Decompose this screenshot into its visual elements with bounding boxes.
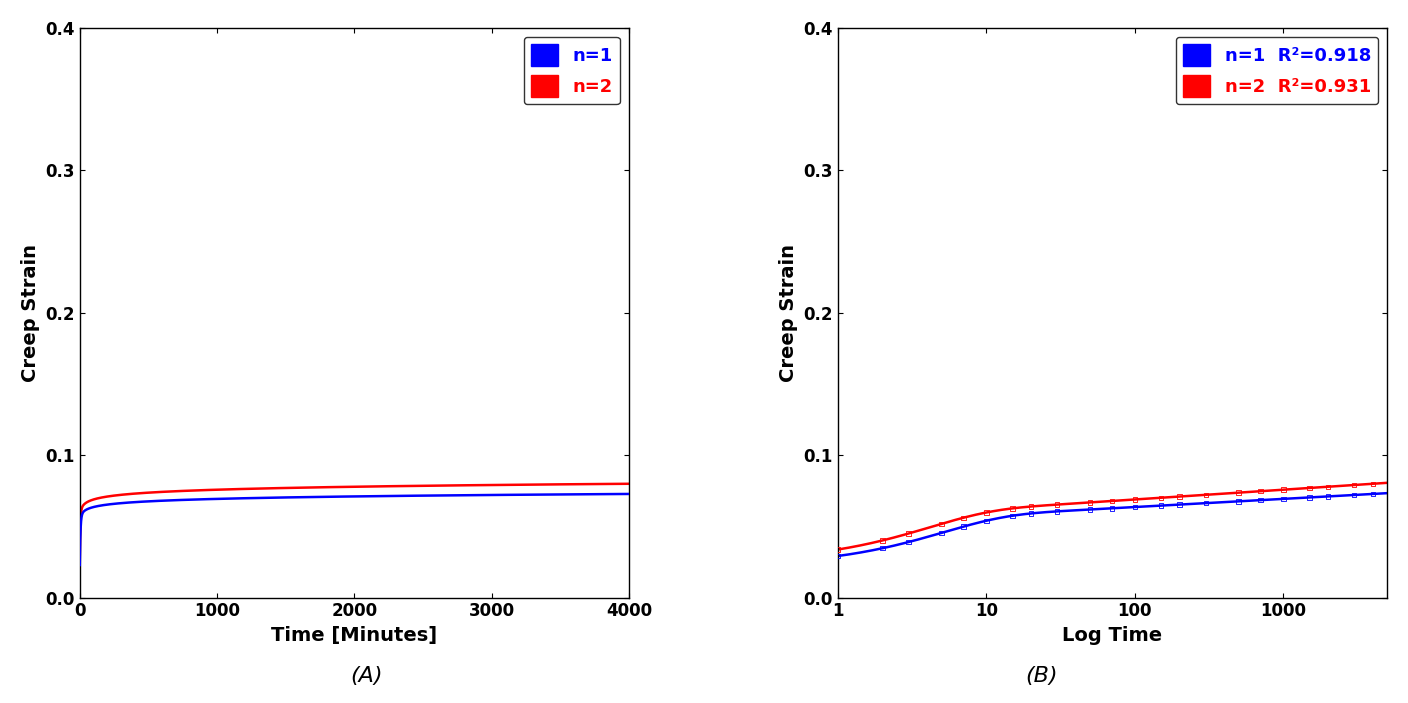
X-axis label: Log Time: Log Time <box>1063 626 1163 645</box>
Y-axis label: Creep Strain: Creep Strain <box>779 244 798 382</box>
Text: (B): (B) <box>1025 666 1059 686</box>
X-axis label: Time [Minutes]: Time [Minutes] <box>272 626 438 645</box>
Point <box>1194 489 1217 501</box>
Point <box>1362 478 1384 489</box>
Point <box>1271 494 1294 505</box>
Point <box>952 512 974 523</box>
Point <box>952 521 974 532</box>
Point <box>1228 496 1250 507</box>
Point <box>1101 503 1124 514</box>
Legend: n=1  R²=0.918, n=2  R²=0.931: n=1 R²=0.918, n=2 R²=0.931 <box>1176 37 1378 104</box>
Text: (A): (A) <box>349 666 383 686</box>
Point <box>1298 482 1321 494</box>
Legend: n=1, n=2: n=1, n=2 <box>524 37 620 104</box>
Point <box>1019 501 1042 512</box>
Point <box>1150 492 1173 503</box>
Point <box>1124 494 1146 505</box>
Point <box>1249 494 1271 505</box>
Point <box>931 527 953 538</box>
Point <box>872 543 894 554</box>
Point <box>1046 499 1069 510</box>
Point <box>1079 497 1101 508</box>
Point <box>1101 496 1124 507</box>
Point <box>1298 492 1321 503</box>
Point <box>1271 484 1294 496</box>
Point <box>1343 479 1366 491</box>
Point <box>1124 501 1146 512</box>
Point <box>872 535 894 546</box>
Point <box>897 528 919 539</box>
Point <box>1316 491 1339 502</box>
Point <box>1001 503 1024 514</box>
Point <box>1150 500 1173 511</box>
Point <box>1194 498 1217 509</box>
Point <box>1001 510 1024 522</box>
Point <box>1169 499 1191 510</box>
Point <box>1046 505 1069 517</box>
Point <box>897 536 919 548</box>
Point <box>1228 487 1250 498</box>
Point <box>1316 481 1339 492</box>
Point <box>1019 508 1042 519</box>
Point <box>826 550 849 562</box>
Point <box>1343 489 1366 501</box>
Point <box>826 544 849 555</box>
Point <box>976 515 998 527</box>
Point <box>931 518 953 529</box>
Point <box>1362 489 1384 500</box>
Point <box>976 507 998 518</box>
Y-axis label: Creep Strain: Creep Strain <box>21 244 39 382</box>
Point <box>1169 491 1191 502</box>
Point <box>1249 486 1271 497</box>
Point <box>1079 504 1101 515</box>
